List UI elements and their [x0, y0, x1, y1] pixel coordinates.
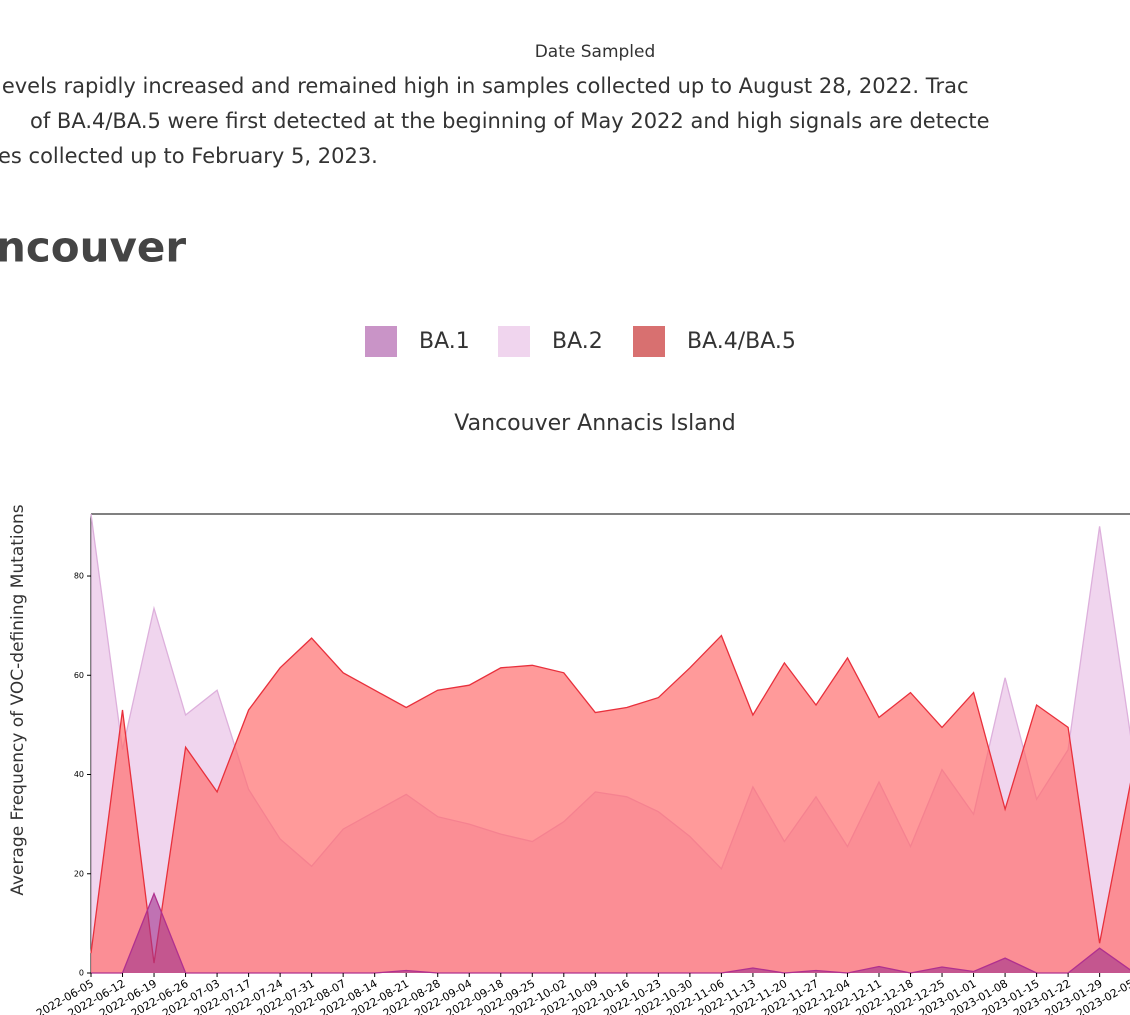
legend-swatch: [633, 326, 665, 357]
legend-label: BA.4/BA.5: [687, 329, 796, 354]
y-tick-label: 20: [74, 869, 84, 878]
axis-label: Date Sampled: [535, 42, 656, 62]
legend-swatch: [365, 326, 397, 357]
y-axis-label: Average Frequency of VOC-defining Mutati…: [8, 504, 28, 895]
legend-label: BA.1: [419, 329, 470, 354]
section-heading: ncouver: [0, 223, 186, 272]
chart-title: Vancouver Annacis Island: [454, 411, 735, 436]
legend-swatch: [498, 326, 530, 357]
y-tick-label: 0: [79, 969, 84, 978]
area-line: [90, 634, 1130, 964]
paragraph-line: of BA.4/BA.5 were first detected at the …: [30, 109, 990, 133]
area-line: [91, 891, 1130, 974]
paragraph-line: es collected up to February 5, 2023.: [0, 144, 378, 168]
area: [91, 635, 1130, 973]
legend-label: BA.2: [552, 329, 603, 354]
y-tick-label: 40: [74, 770, 84, 779]
paragraph-line: levels rapidly increased and remained hi…: [0, 74, 969, 98]
y-tick-label: 80: [74, 572, 84, 581]
y-tick-label: 60: [74, 671, 84, 680]
